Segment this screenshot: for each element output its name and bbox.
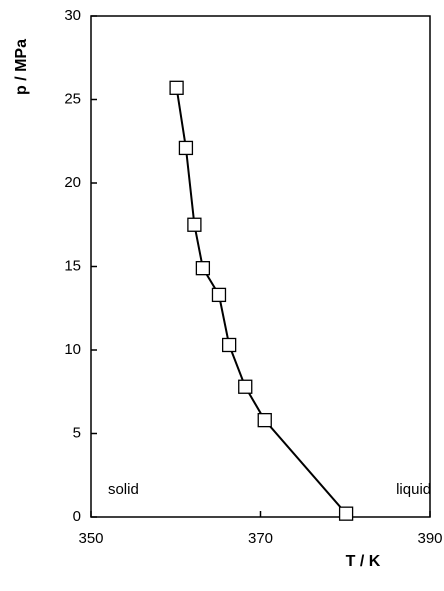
y-axis-label: p / MPa <box>13 39 30 95</box>
y-tick-label: 0 <box>73 508 81 525</box>
marker <box>169 80 184 95</box>
marker <box>221 337 237 353</box>
marker <box>257 412 272 428</box>
y-tick-label: 20 <box>64 174 81 191</box>
line <box>175 87 347 515</box>
y-tick-label: 15 <box>64 257 81 274</box>
x-tick-label: 350 <box>78 530 103 547</box>
annotation: liquid <box>396 481 431 498</box>
marker <box>211 287 227 303</box>
marker <box>238 379 253 394</box>
x-axis-label: T / K <box>346 553 381 570</box>
marker <box>338 506 354 521</box>
y-tick-label: 25 <box>64 90 81 107</box>
marker <box>178 140 194 156</box>
plot-frame <box>90 15 431 518</box>
annotation: solid <box>108 481 139 498</box>
y-tick-label: 5 <box>73 424 81 441</box>
x-tick-label: 390 <box>417 530 442 547</box>
x-tick-label: 370 <box>248 530 273 547</box>
y-tick-label: 30 <box>64 7 81 24</box>
marker <box>187 217 202 232</box>
y-tick-label: 10 <box>64 341 81 358</box>
marker <box>195 261 211 276</box>
